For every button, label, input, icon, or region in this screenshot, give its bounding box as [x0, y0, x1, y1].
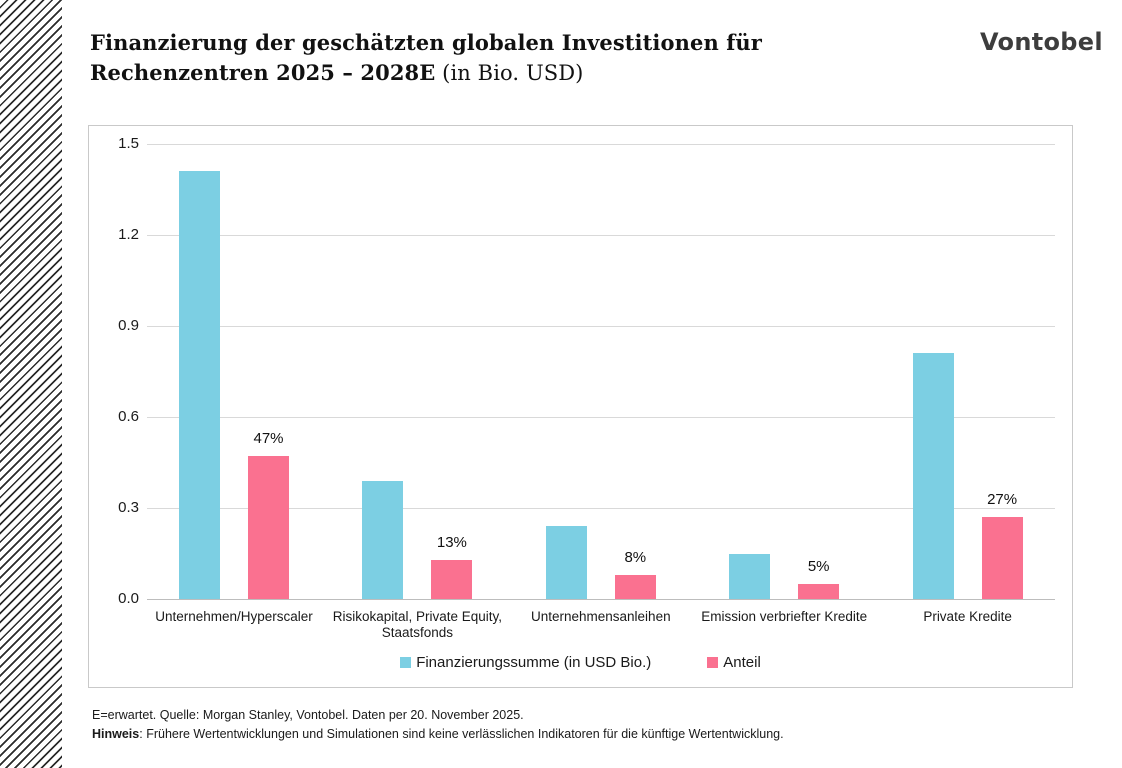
diagonal-stripes-decoration [0, 0, 62, 768]
bar-value-label: 47% [253, 430, 284, 448]
bar-finanzierungssumme-1 [362, 480, 404, 599]
y-axis-tick-label: 0.9 [118, 317, 139, 334]
bar-anteil-3 [798, 583, 840, 599]
footnotes: E=erwartet. Quelle: Morgan Stanley, Vont… [92, 706, 1052, 744]
legend-swatch-icon [400, 657, 412, 668]
bar-anteil-1 [431, 559, 473, 599]
bar-finanzierungssumme-2 [545, 526, 587, 599]
bar-anteil-0 [248, 456, 289, 599]
legend-swatch-icon [707, 657, 719, 668]
page-title-line1: Finanzierung der geschätzten globalen In… [90, 30, 762, 55]
y-axis-tick-label: 0.3 [118, 499, 139, 516]
disclaimer-text: : Frühere Wertentwicklungen und Simulati… [139, 727, 784, 741]
vontobel-logo: Vontobel [980, 28, 1103, 56]
legend-item: Anteil [707, 654, 761, 671]
legend-label: Finanzierungssumme (in USD Bio.) [416, 654, 652, 671]
gridline [147, 326, 1055, 327]
bar-value-label: 5% [807, 557, 830, 575]
disclaimer-note: Hinweis: Frühere Wertentwicklungen und S… [92, 725, 1052, 744]
category-label: Emission verbriefter Kredite [701, 609, 868, 624]
page-title-unit: (in Bio. USD) [435, 61, 584, 85]
bar-value-label: 27% [987, 491, 1018, 509]
y-axis-tick-label: 0.6 [118, 408, 139, 425]
bar-chart: 0.0 0.3 0.6 0.9 1.2 1.5 47% 13% 8% 5% 27% Unternehm… [88, 125, 1073, 688]
page-title: Finanzierung der geschätzten globalen In… [90, 28, 762, 88]
category-label: Risikokapital, Private Equity, Staatsfon… [332, 609, 503, 640]
page-title-line2: Rechenzentren 2025 – 2028E [90, 60, 436, 85]
y-axis-tick-label: 1.2 [118, 226, 139, 243]
bar-finanzierungssumme-0 [179, 171, 220, 599]
category-label: Private Kredite [923, 609, 1012, 624]
y-axis-tick-label: 1.5 [118, 135, 139, 152]
category-label: Unternehmensanleihen [530, 609, 671, 624]
category-label: Unternehmen/Hyperscaler [155, 609, 313, 624]
y-axis-tick-label: 0.0 [118, 590, 139, 607]
gridline [147, 508, 1055, 509]
gridline [147, 417, 1055, 418]
bar-value-label: 13% [436, 533, 467, 551]
disclaimer-label: Hinweis [92, 727, 140, 741]
bar-finanzierungssumme-4 [912, 353, 954, 599]
bar-anteil-2 [614, 574, 656, 599]
x-axis-line [147, 599, 1055, 600]
legend-item: Finanzierungssumme (in USD Bio.) [400, 654, 651, 671]
chart-legend: Finanzierungssumme (in USD Bio.) Anteil [89, 654, 1072, 671]
gridline [147, 235, 1055, 236]
bar-anteil-4 [981, 517, 1023, 599]
legend-label: Anteil [723, 654, 761, 671]
gridline [147, 144, 1055, 145]
bar-finanzierungssumme-3 [729, 553, 771, 599]
source-note: E=erwartet. Quelle: Morgan Stanley, Vont… [92, 708, 524, 722]
bar-value-label: 8% [624, 548, 647, 566]
